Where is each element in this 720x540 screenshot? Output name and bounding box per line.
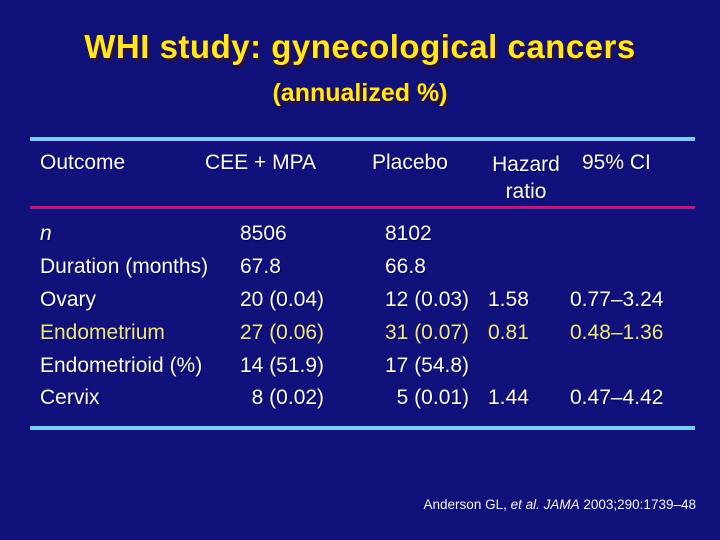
slide-subtitle: (annualized %) — [272, 79, 448, 107]
divider-bottom — [30, 426, 695, 430]
table-row-highlighted: Endometrium 27 (0.06) 31 (0.07) 0.81 0.4… — [0, 321, 720, 349]
citation-etal-journal: et al. JAMA — [510, 497, 580, 512]
placebo-value: 31 (0.07) — [385, 321, 470, 344]
hazard-ratio-value: 1.58 — [488, 288, 529, 311]
citation: Anderson GL, et al. JAMA 2003;290:1739–4… — [424, 497, 696, 512]
divider-header — [30, 206, 695, 209]
cee-mpa-value: 8 (0.02) — [240, 386, 325, 409]
table-row: Cervix 8 (0.02) 5 (0.01) 1.44 0.47–4.42 — [0, 386, 720, 414]
ci-value: 0.47–4.42 — [570, 386, 664, 409]
slide-title: WHI study: gynecological cancers — [84, 28, 636, 65]
row-label: Ovary — [40, 288, 97, 311]
citation-ref: 2003;290:1739–48 — [579, 497, 696, 512]
cee-mpa-value: 14 (51.9) — [240, 354, 325, 377]
divider-top — [30, 137, 695, 141]
cee-mpa-value: 8506 — [240, 222, 287, 245]
table-row: n 8506 8102 — [0, 222, 720, 250]
row-label: n — [40, 222, 52, 245]
ci-value: 0.77–3.24 — [570, 288, 664, 311]
table-row: Ovary 20 (0.04) 12 (0.03) 1.58 0.77–3.24 — [0, 288, 720, 316]
cee-mpa-value: 67.8 — [240, 255, 281, 278]
row-label: Duration (months) — [40, 255, 209, 278]
placebo-value: 5 (0.01) — [385, 386, 470, 409]
hazard-ratio-value: 0.81 — [488, 321, 529, 344]
hazard-ratio-value: 1.44 — [488, 386, 529, 409]
ci-value: 0.48–1.36 — [570, 321, 664, 344]
cee-mpa-value: 20 (0.04) — [240, 288, 325, 311]
row-label: Cervix — [40, 386, 100, 409]
row-label: Endometrium — [40, 321, 165, 344]
placebo-value: 12 (0.03) — [385, 288, 470, 311]
header-hazard-ratio: Hazard ratio — [492, 153, 560, 203]
citation-authors: Anderson GL, — [423, 497, 511, 512]
table-row: Endometrioid (%) 14 (51.9) 17 (54.8) — [0, 354, 720, 382]
table-row: Duration (months) 67.8 66.8 — [0, 255, 720, 283]
cee-mpa-value: 27 (0.06) — [240, 321, 325, 344]
row-label: Endometrioid (%) — [40, 354, 203, 377]
placebo-value: 17 (54.8) — [385, 354, 470, 377]
header-placebo: Placebo — [372, 151, 448, 174]
placebo-value: 8102 — [385, 222, 432, 245]
placebo-value: 66.8 — [385, 255, 426, 278]
header-outcome: Outcome — [40, 151, 126, 174]
table-header-row: Outcome CEE + MPA Placebo Hazard ratio 9… — [0, 151, 720, 207]
header-95-ci: 95% CI — [582, 151, 651, 174]
header-cee-mpa: CEE + MPA — [205, 151, 317, 174]
